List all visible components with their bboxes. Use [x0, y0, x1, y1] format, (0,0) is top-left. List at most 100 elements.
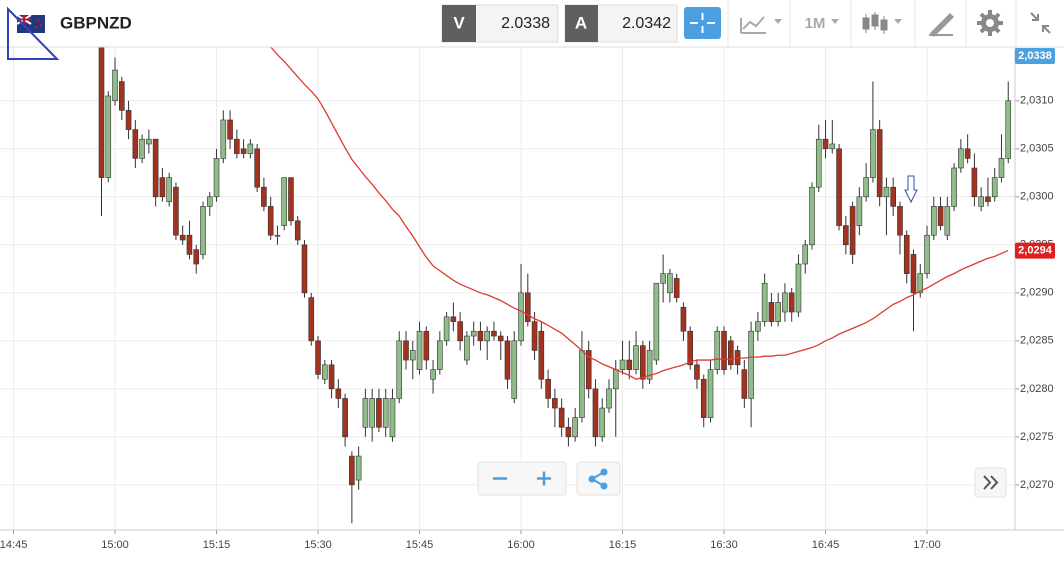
draw-button[interactable]: [929, 13, 954, 37]
candle-body: [748, 330, 754, 399]
candle-body: [152, 138, 159, 198]
candle-body: [971, 167, 978, 198]
candle-body: [836, 148, 842, 226]
drawn-triangle: [7, 6, 60, 60]
candle-body: [876, 129, 883, 198]
candle-body: [552, 398, 558, 409]
candle-body: [890, 186, 897, 207]
y-tick-label: 2,0300: [1020, 191, 1054, 203]
candle-body: [139, 138, 145, 159]
x-tick-label: 16:30: [710, 539, 738, 551]
candle-body: [146, 138, 152, 145]
x-tick-label: 15:00: [101, 539, 129, 551]
candle-body: [924, 234, 930, 274]
candle-body: [545, 378, 551, 399]
candle-style-button[interactable]: [862, 12, 902, 34]
bid-box[interactable]: V 2.0338: [441, 4, 559, 43]
candle-body: [727, 340, 734, 366]
candle-body: [159, 177, 166, 198]
candle-body: [342, 398, 348, 438]
candle-body: [477, 330, 484, 342]
candle-body: [173, 186, 179, 236]
candle-body: [193, 249, 200, 265]
candle-body: [437, 340, 443, 370]
moving-average-line: [270, 47, 1009, 380]
candle-body: [511, 340, 518, 399]
x-tick-label: 16:00: [507, 539, 535, 551]
candle-body: [497, 335, 504, 342]
last-price-badge: 2,0338: [1018, 50, 1052, 62]
candle-body: [829, 143, 836, 150]
candle-body: [700, 378, 707, 418]
candle-body: [464, 335, 470, 361]
candle-body: [491, 330, 497, 337]
candle-body: [98, 47, 105, 178]
candle-body: [409, 350, 416, 361]
candle-body: [937, 206, 944, 226]
candle-body: [930, 206, 937, 236]
candle-body: [694, 364, 700, 380]
candle-body: [105, 95, 112, 178]
interval-button[interactable]: 1M: [805, 15, 839, 32]
candle-body: [484, 330, 491, 342]
chart-type-button[interactable]: [740, 16, 782, 34]
candle-body: [795, 263, 802, 313]
zoom-in-button[interactable]: [537, 471, 551, 486]
plot-area: 2,02702,02752,02802,02852,02902,02952,03…: [0, 47, 1064, 551]
candle-body: [802, 244, 809, 265]
candle-body: [315, 340, 321, 375]
y-tick-label: 2,0285: [1020, 335, 1054, 347]
candle-body: [991, 177, 998, 198]
candle-body: [660, 273, 666, 284]
candle-body: [254, 148, 260, 188]
candle-body: [592, 388, 599, 438]
candle-body: [612, 369, 619, 390]
candle-body: [910, 254, 917, 294]
candle-body: [572, 417, 578, 438]
share-button[interactable]: [576, 461, 621, 496]
candle-body: [768, 302, 775, 322]
candle-body: [369, 398, 375, 428]
candle-body: [646, 350, 653, 380]
candle-body: [362, 398, 369, 428]
scroll-right-button[interactable]: [974, 467, 1007, 498]
collapse-button[interactable]: [1030, 12, 1051, 34]
candle-body: [220, 119, 227, 159]
settings-button[interactable]: [977, 10, 1003, 36]
x-tick-label: 15:45: [406, 539, 434, 551]
series-layer: [98, 47, 1012, 524]
candle-body: [423, 330, 430, 361]
candle-body: [626, 359, 633, 370]
candle-body: [721, 330, 727, 370]
candle-body: [267, 206, 274, 236]
y-tick-label: 2,0305: [1020, 143, 1054, 155]
candle-body: [538, 330, 545, 380]
interval: 1M: [805, 15, 826, 32]
candle-body: [856, 196, 863, 226]
candle-body: [376, 398, 382, 428]
candle-body: [227, 119, 233, 140]
candle-body: [112, 69, 118, 102]
toolbar: GBPNZD V 2.0338 A 2.0342 1M: [0, 0, 1064, 60]
candle-body: [951, 167, 957, 207]
candle-body: [741, 369, 748, 399]
candle-body: [599, 407, 606, 438]
ask-box[interactable]: A 2.0342: [564, 4, 678, 43]
crosshair-button[interactable]: [684, 7, 721, 39]
candle-body: [355, 455, 362, 481]
candle-body: [761, 282, 768, 322]
y-tick-label: 2,0310: [1020, 95, 1054, 107]
candle-body: [667, 273, 673, 294]
x-tick-label: 17:00: [913, 539, 941, 551]
candle-body: [403, 340, 409, 361]
candle-body: [132, 129, 139, 159]
candle-body: [328, 364, 335, 390]
signal-arrow: [904, 175, 918, 204]
y-tick-label: 2,0290: [1020, 287, 1054, 299]
candle-body: [775, 302, 781, 322]
x-tick-label: 14:45: [0, 539, 27, 551]
candle-body: [883, 186, 890, 198]
ask-label: A: [575, 13, 587, 32]
candle-body: [917, 273, 924, 294]
candle-body: [606, 388, 612, 409]
